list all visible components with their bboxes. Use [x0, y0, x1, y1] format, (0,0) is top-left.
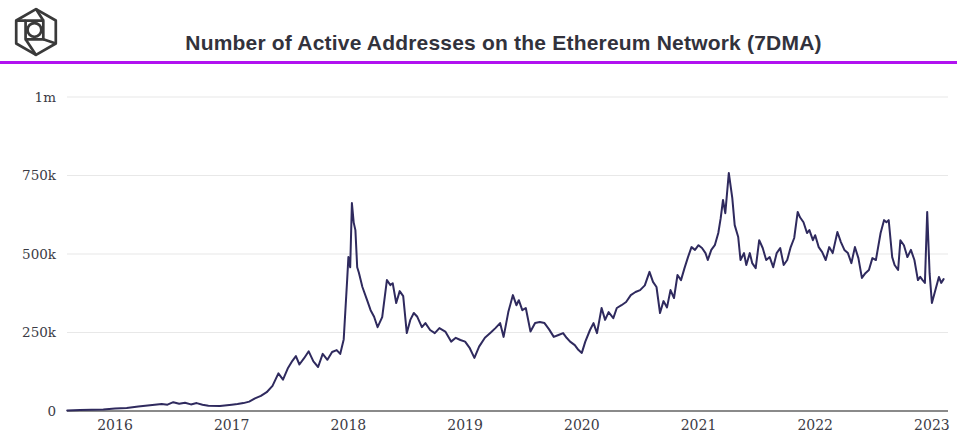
active-addresses-chart: 1m 750k 500k 250k 0 2016 2017 2018 2019 2020 2021 2… — [0, 0, 957, 443]
x-tick-label: 2017 — [214, 417, 250, 433]
x-tick-label: 2020 — [564, 417, 600, 433]
chart-canvas: 1m 750k 500k 250k 0 2016 2017 2018 2019 2020 2021 2… — [0, 0, 957, 443]
x-tick-label: 2018 — [331, 417, 367, 433]
y-tick-label: 500k — [22, 246, 57, 262]
active-addresses-series-line — [67, 173, 943, 410]
y-tick-label: 1m — [35, 89, 57, 105]
x-tick-label: 2019 — [447, 417, 483, 433]
x-tick-label: 2022 — [797, 417, 833, 433]
y-tick-label: 750k — [22, 167, 57, 183]
x-tick-label: 2016 — [97, 417, 133, 433]
y-tick-label: 250k — [22, 324, 57, 340]
x-tick-label: 2021 — [681, 417, 717, 433]
x-tick-label: 2023 — [914, 417, 950, 433]
y-tick-label: 0 — [47, 403, 56, 419]
